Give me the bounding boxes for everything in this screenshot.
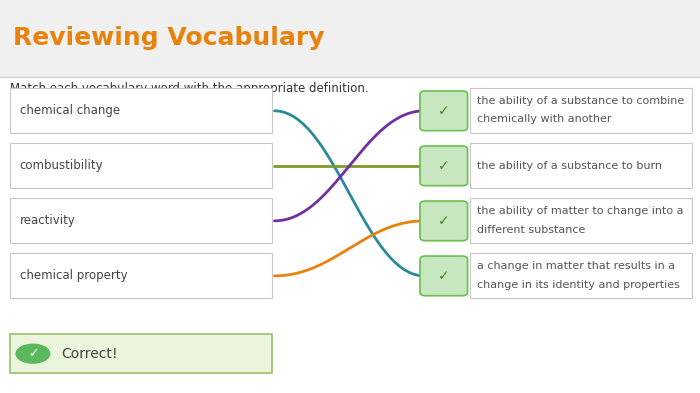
Text: Match each vocabulary word with the appropriate definition.: Match each vocabulary word with the appr… xyxy=(10,82,368,95)
FancyBboxPatch shape xyxy=(10,143,272,189)
FancyBboxPatch shape xyxy=(470,88,692,133)
Text: Reviewing Vocabulary: Reviewing Vocabulary xyxy=(13,26,324,50)
FancyBboxPatch shape xyxy=(420,91,468,130)
Text: different substance: different substance xyxy=(477,224,586,235)
Text: chemical change: chemical change xyxy=(20,104,120,118)
Text: ✓: ✓ xyxy=(438,104,449,118)
FancyBboxPatch shape xyxy=(10,88,272,133)
FancyBboxPatch shape xyxy=(0,0,700,77)
FancyBboxPatch shape xyxy=(10,334,272,373)
FancyBboxPatch shape xyxy=(470,143,692,189)
FancyBboxPatch shape xyxy=(470,198,692,243)
FancyBboxPatch shape xyxy=(470,253,692,299)
Text: the ability of a substance to burn: the ability of a substance to burn xyxy=(477,161,662,171)
Text: combustibility: combustibility xyxy=(20,159,103,173)
Text: ✓: ✓ xyxy=(28,347,38,360)
Text: change in its identity and properties: change in its identity and properties xyxy=(477,279,680,290)
FancyBboxPatch shape xyxy=(420,201,468,241)
FancyBboxPatch shape xyxy=(420,146,468,186)
Text: chemically with another: chemically with another xyxy=(477,114,612,125)
Text: the ability of a substance to combine: the ability of a substance to combine xyxy=(477,96,685,107)
Text: ✓: ✓ xyxy=(438,159,449,173)
Text: Correct!: Correct! xyxy=(61,347,118,361)
Text: chemical property: chemical property xyxy=(20,269,127,283)
FancyBboxPatch shape xyxy=(10,198,272,243)
Text: the ability of matter to change into a: the ability of matter to change into a xyxy=(477,206,684,217)
FancyBboxPatch shape xyxy=(420,256,468,296)
Text: ✓: ✓ xyxy=(438,214,449,228)
FancyBboxPatch shape xyxy=(10,253,272,299)
Circle shape xyxy=(16,344,50,363)
Text: reactivity: reactivity xyxy=(20,214,76,228)
Text: a change in matter that results in a: a change in matter that results in a xyxy=(477,261,676,272)
Text: ✓: ✓ xyxy=(438,269,449,283)
